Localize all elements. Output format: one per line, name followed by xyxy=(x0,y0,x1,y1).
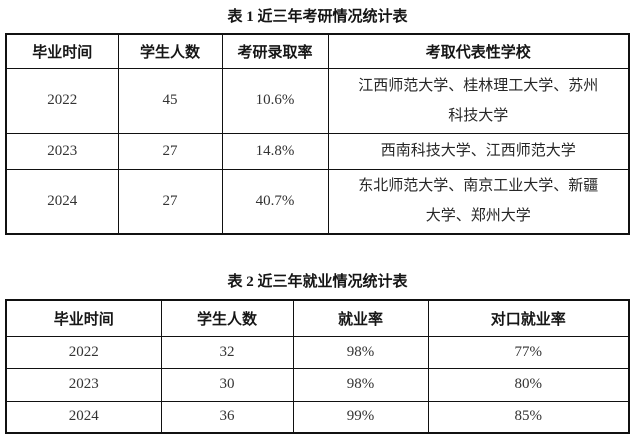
cell-year: 2023 xyxy=(5,132,119,170)
employment-stats-table: 毕业时间 学生人数 就业率 对口就业率 2022 32 98% 77% 2023… xyxy=(5,299,630,434)
cell-student-count: 27 xyxy=(117,168,223,235)
cell-year: 2023 xyxy=(5,367,162,402)
column-header-representative-schools: 考取代表性学校 xyxy=(327,33,630,69)
cell-student-count: 30 xyxy=(160,367,294,402)
column-header-employment-rate: 就业率 xyxy=(292,299,429,337)
table-row: 2023 30 98% 80% xyxy=(5,367,630,402)
postgrad-stats-table: 毕业时间 学生人数 考研录取率 考取代表性学校 2022 45 10.6% 江西… xyxy=(5,33,630,235)
cell-matched-employment-rate: 77% xyxy=(427,335,630,369)
cell-year: 2022 xyxy=(5,335,162,369)
cell-student-count: 36 xyxy=(160,400,294,434)
table1-caption: 表 1 近三年考研情况统计表 xyxy=(227,9,408,25)
cell-employment-rate: 98% xyxy=(292,335,429,369)
cell-admission-rate: 14.8% xyxy=(221,132,329,170)
cell-schools: 江西师范大学、桂林理工大学、苏州 科技大学 xyxy=(327,67,630,134)
table-row: 2024 36 99% 85% xyxy=(5,400,630,434)
column-header-graduation-time: 毕业时间 xyxy=(5,299,162,337)
cell-year: 2022 xyxy=(5,67,119,134)
table2-caption: 表 2 近三年就业情况统计表 xyxy=(227,274,408,290)
cell-year: 2024 xyxy=(5,400,162,434)
cell-employment-rate: 98% xyxy=(292,367,429,402)
cell-student-count: 32 xyxy=(160,335,294,369)
cell-student-count: 27 xyxy=(117,132,223,170)
cell-employment-rate: 99% xyxy=(292,400,429,434)
column-header-matched-employment-rate: 对口就业率 xyxy=(427,299,630,337)
cell-matched-employment-rate: 85% xyxy=(427,400,630,434)
column-header-admission-rate: 考研录取率 xyxy=(221,33,329,69)
column-header-student-count: 学生人数 xyxy=(160,299,294,337)
table-header-row: 毕业时间 学生人数 考研录取率 考取代表性学校 xyxy=(5,33,630,69)
cell-schools: 西南科技大学、江西师范大学 xyxy=(327,132,630,170)
cell-admission-rate: 10.6% xyxy=(221,67,329,134)
cell-schools: 东北师范大学、南京工业大学、新疆 大学、郑州大学 xyxy=(327,168,630,235)
table-row: 2024 27 40.7% 东北师范大学、南京工业大学、新疆 大学、郑州大学 xyxy=(5,168,630,235)
cell-matched-employment-rate: 80% xyxy=(427,367,630,402)
table-header-row: 毕业时间 学生人数 就业率 对口就业率 xyxy=(5,299,630,337)
cell-year: 2024 xyxy=(5,168,119,235)
cell-student-count: 45 xyxy=(117,67,223,134)
table-row: 2022 45 10.6% 江西师范大学、桂林理工大学、苏州 科技大学 xyxy=(5,67,630,134)
table-row: 2022 32 98% 77% xyxy=(5,335,630,369)
cell-admission-rate: 40.7% xyxy=(221,168,329,235)
column-header-student-count: 学生人数 xyxy=(117,33,223,69)
table-row: 2023 27 14.8% 西南科技大学、江西师范大学 xyxy=(5,132,630,170)
column-header-graduation-time: 毕业时间 xyxy=(5,33,119,69)
